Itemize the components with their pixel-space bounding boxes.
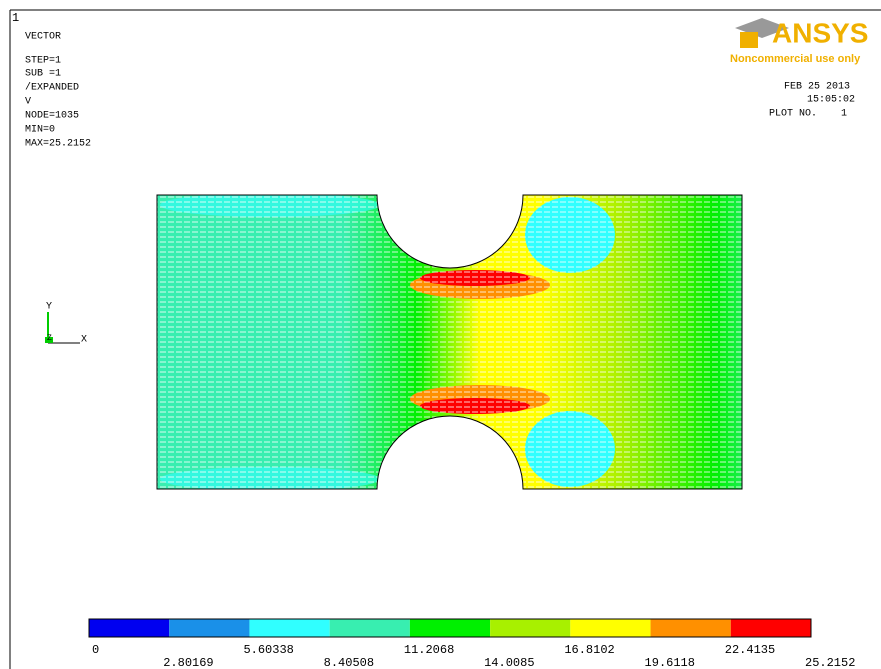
time: 15:05:02 <box>807 95 855 106</box>
legend-label: 8.40508 <box>324 656 374 669</box>
axis-triad: Y Z X <box>45 302 87 346</box>
legend-swatch <box>169 619 249 637</box>
page: 1 VECTOR STEP=1 SUB =1/EXPANDED V NODE=1035 M… <box>0 0 881 669</box>
legend-label: 19.6118 <box>645 656 695 669</box>
legend-label: 2.80169 <box>163 656 213 669</box>
legend-swatch <box>249 619 329 637</box>
triad-z: Z <box>47 334 52 343</box>
info-line: NODE=1035 <box>25 111 79 122</box>
legend-swatch <box>89 619 169 637</box>
logo-tagline: Noncommercial use only <box>730 53 861 65</box>
logo-text: ANSYS <box>772 17 868 48</box>
legend-label: 14.0085 <box>484 656 534 669</box>
legend-label: 5.60338 <box>243 643 293 657</box>
plot-number: PLOT NO. 1 <box>769 109 847 120</box>
info-line: /EXPANDED <box>25 82 79 94</box>
info-line: VECTOR <box>25 32 61 43</box>
window-number: 1 <box>12 11 19 25</box>
legend-label: 0 <box>92 643 99 657</box>
legend-swatch <box>410 619 490 637</box>
legend-swatch <box>731 619 811 637</box>
info-line: V <box>25 97 31 108</box>
legend: 0 2.80169 5.60338 8.40508 11.2068 14.0085 16.8… <box>89 619 855 669</box>
info-line: STEP=1 <box>25 56 61 67</box>
flow-domain <box>157 193 777 491</box>
logo: ANSYS Noncommercial use only <box>730 17 868 65</box>
legend-label: 25.2152 <box>805 656 855 669</box>
info-block: VECTOR STEP=1 SUB =1/EXPANDED V NODE=1035 MIN… <box>25 32 91 150</box>
triad-y: Y <box>46 302 52 313</box>
date: FEB 25 2013 <box>784 82 850 93</box>
legend-label: 16.8102 <box>564 643 614 657</box>
info-line: MAX=25.2152 <box>25 139 91 150</box>
legend-swatch <box>570 619 650 637</box>
triad-x: X <box>81 335 87 346</box>
legend-label: 11.2068 <box>404 643 454 657</box>
info-line: SUB =1 <box>25 69 61 80</box>
info-line: MIN=0 <box>25 125 55 136</box>
legend-swatch <box>490 619 570 637</box>
legend-swatch <box>651 619 731 637</box>
legend-swatch <box>330 619 410 637</box>
legend-label: 22.4135 <box>725 643 775 657</box>
ansys-window: 1 VECTOR STEP=1 SUB =1/EXPANDED V NODE=1035 M… <box>0 0 881 669</box>
